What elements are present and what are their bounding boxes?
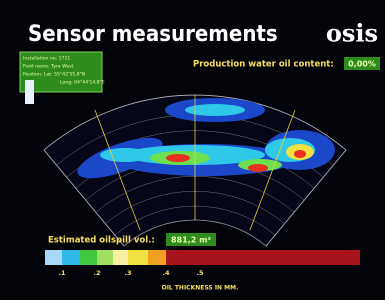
scale-tick: .3 xyxy=(125,269,132,277)
production-label: Production water oil content: xyxy=(193,60,334,70)
info-line: Long: 04°44'14,8"E xyxy=(60,80,105,86)
scale-tick: .5 xyxy=(197,269,204,277)
production-value: 0,00% xyxy=(348,60,376,69)
display: Sensor measurements osis Installation no… xyxy=(0,0,385,300)
scale-tick: .4 xyxy=(163,269,170,277)
oilspill-value: 881,2 m³ xyxy=(171,236,211,245)
marker xyxy=(25,80,34,104)
title: Sensor measurements xyxy=(28,22,278,47)
info-line: Installation no: 1711 xyxy=(23,56,70,62)
logo: osis xyxy=(326,19,378,48)
info-line: Field name: Tyra West xyxy=(23,64,74,70)
scale-tick: .2 xyxy=(94,269,101,277)
scale-tick: .1 xyxy=(59,269,66,277)
scale-caption: OIL THICKNESS IN MM. xyxy=(162,285,239,292)
oilspill-label: Estimated oilspill vol.: xyxy=(48,236,155,246)
screen: Sensor measurements osis Installation no… xyxy=(0,0,385,300)
info-line: Position: Lat: 55°42'55,8"N xyxy=(23,72,85,78)
color-scale xyxy=(45,250,360,265)
